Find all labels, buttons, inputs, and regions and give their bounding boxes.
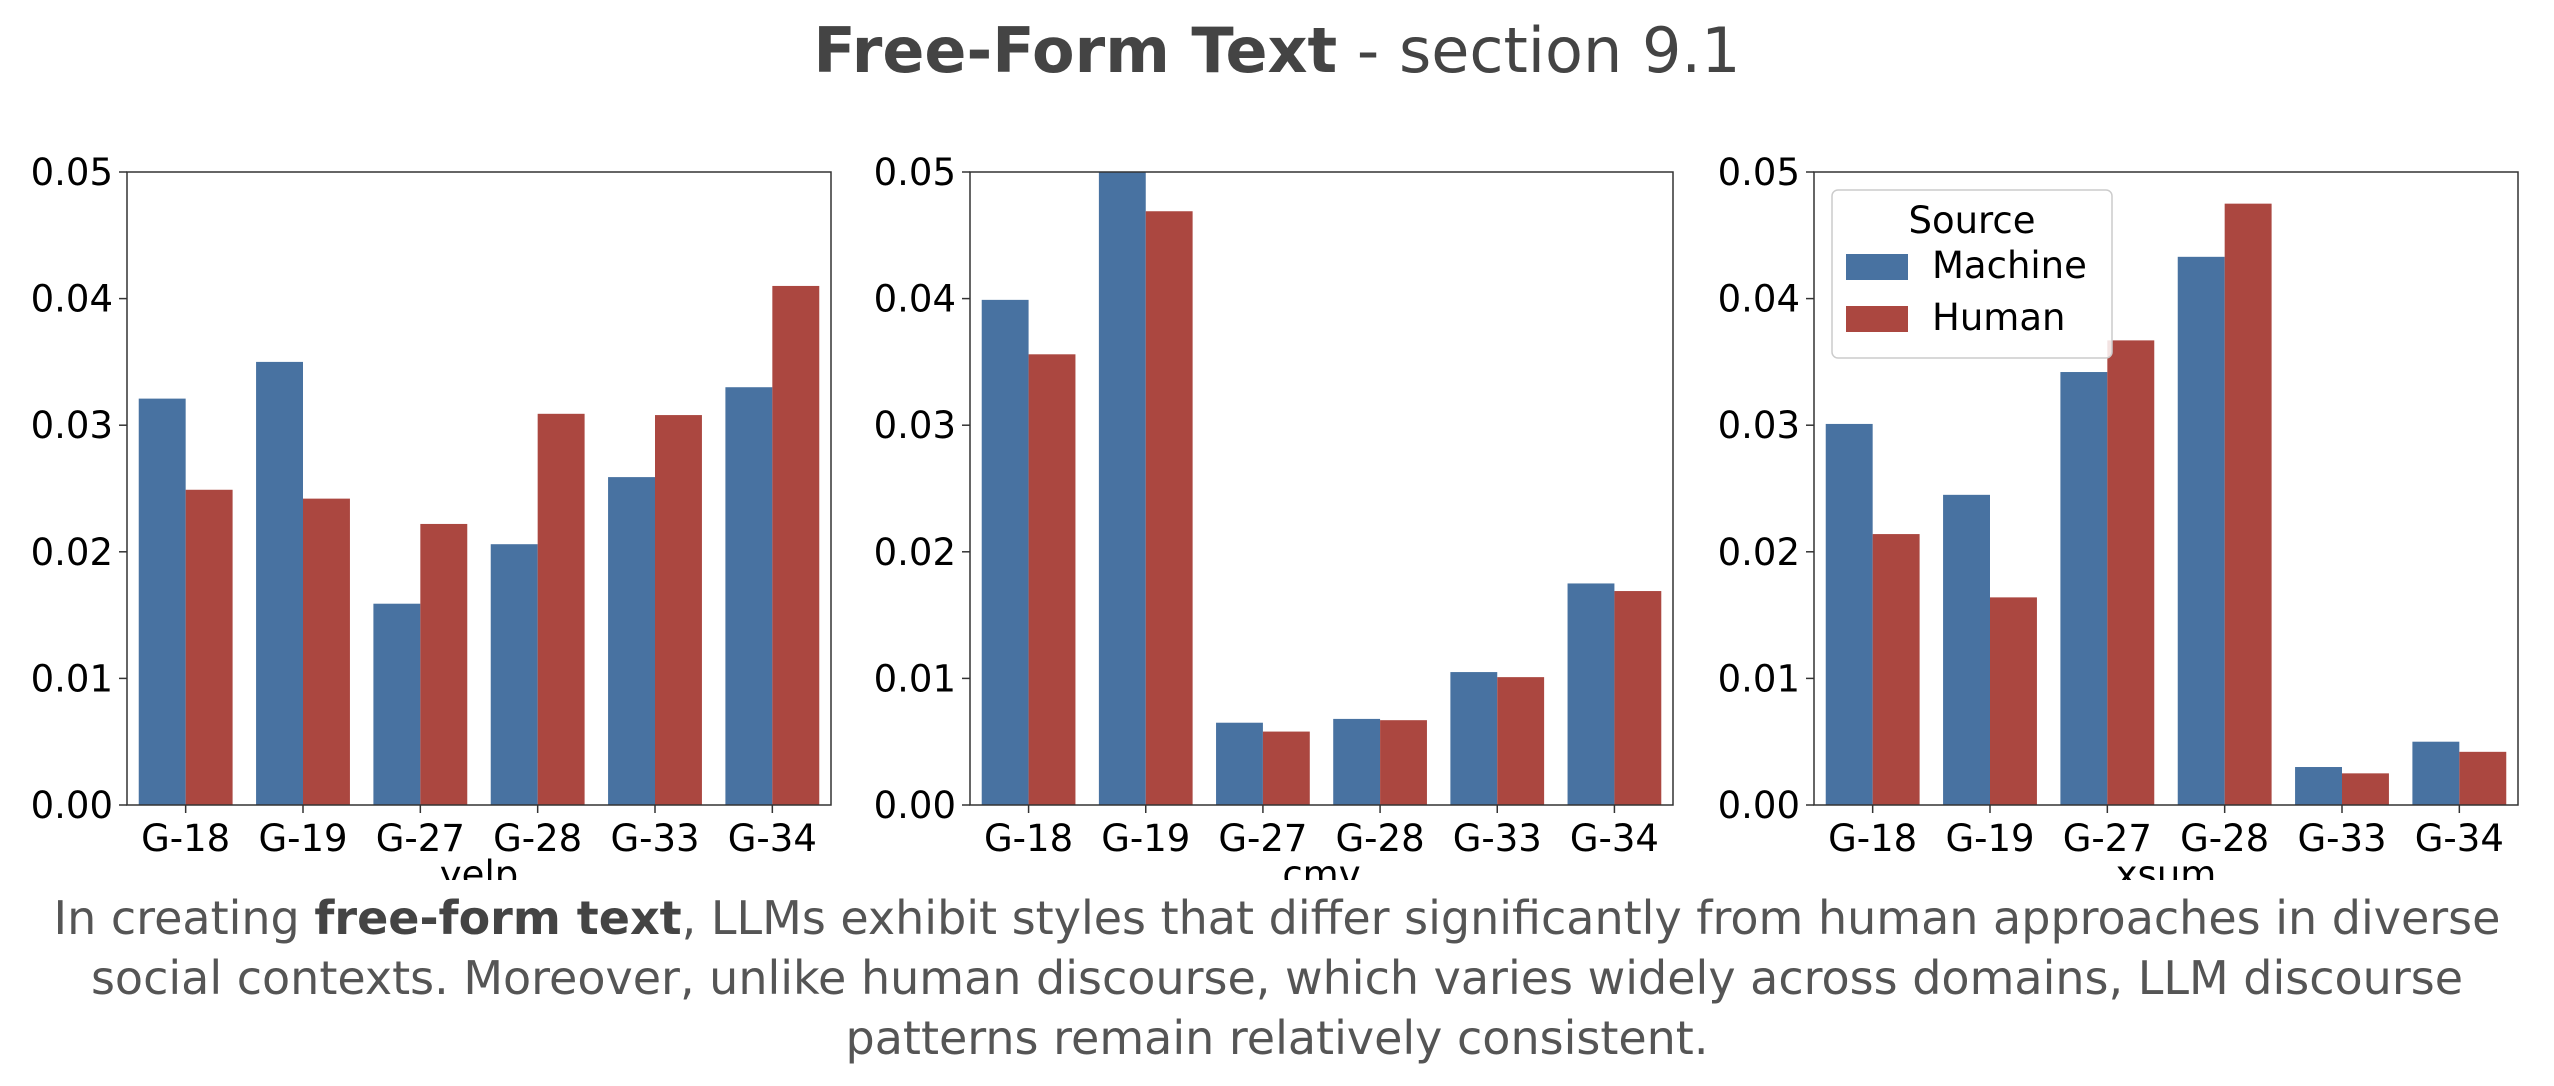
- x-axis-label: yelp: [440, 853, 518, 880]
- bar-machine-g-18: [981, 299, 1029, 805]
- bar-human-g-18: [1028, 354, 1076, 805]
- bar-machine-g-34: [1567, 583, 1615, 805]
- bar-machine-g-27: [373, 603, 421, 805]
- x-tick-label: G-33: [2297, 817, 2386, 860]
- bar-human-g-19: [303, 498, 350, 805]
- x-tick-label: G-27: [1218, 817, 1307, 860]
- y-tick-label: 0.01: [1718, 657, 1800, 700]
- x-tick-label: G-28: [2180, 817, 2269, 860]
- bar-machine-g-33: [2295, 767, 2342, 805]
- bar-machine-g-27: [1216, 722, 1263, 805]
- charts-figure: 0.00 0.01 0.02 0.03 0.04 0.05 G-18 G-19 G-27 G-28…: [31, 151, 2519, 880]
- x-tick-label: G-34: [728, 817, 817, 860]
- y-tick-label: 0.04: [31, 278, 113, 321]
- y-tick-label: 0.02: [874, 531, 956, 574]
- caption-bold: free-form text: [314, 891, 682, 945]
- bar-machine-g-18: [138, 398, 186, 805]
- y-tick-label: 0.01: [874, 657, 956, 700]
- plot-frame: [969, 171, 1674, 806]
- legend-label-machine: Machine: [1932, 244, 2087, 287]
- x-tick-label: G-33: [1453, 817, 1542, 860]
- bar-human-g-34: [2459, 751, 2507, 805]
- legend-label-human: Human: [1932, 296, 2065, 339]
- y-tick-label: 0.05: [874, 151, 956, 194]
- x-axis-label: cmv: [1282, 853, 1360, 880]
- bar-human-g-33: [1497, 677, 1545, 805]
- bar-human-g-28: [2224, 203, 2272, 805]
- x-axis-label: xsum: [2116, 853, 2217, 880]
- bar-machine-g-19: [1943, 494, 1990, 805]
- bar-human-g-27: [420, 523, 468, 805]
- x-tick-label: G-19: [258, 817, 347, 860]
- y-tick-label: 0.02: [1718, 531, 1800, 574]
- x-tick-label: G-27: [376, 817, 465, 860]
- x-tick-label: G-19: [1101, 817, 1190, 860]
- y-tick-label: 0.03: [1718, 404, 1800, 447]
- y-tick-label: 0.04: [1718, 278, 1800, 321]
- figure-caption: In creating free-form text, LLMs exhibit…: [20, 888, 2534, 1068]
- legend-title: Source: [1908, 199, 2035, 242]
- y-tick-label: 0.05: [1718, 151, 1800, 194]
- bar-human-g-28: [537, 413, 585, 805]
- bar-machine-g-33: [1450, 672, 1498, 805]
- x-tick-label: G-18: [141, 817, 230, 860]
- chart-panel-yelp: 0.00 0.01 0.02 0.03 0.04 0.05 G-18 G-19 G-27 G-28…: [31, 151, 832, 880]
- y-tick-label: 0.03: [874, 404, 956, 447]
- bar-human-g-19: [1990, 597, 2037, 805]
- x-tick-label: G-33: [610, 817, 699, 860]
- bar-machine-g-28: [1333, 718, 1381, 805]
- x-tick-label: G-18: [1828, 817, 1917, 860]
- x-tick-label: G-34: [2415, 817, 2504, 860]
- legend-swatch-machine: [1846, 254, 1908, 280]
- bar-machine-g-28: [490, 544, 538, 805]
- plot-frame: [126, 171, 832, 806]
- y-tick-label: 0.05: [31, 151, 113, 194]
- bar-human-g-34: [772, 285, 820, 805]
- bar-human-g-33: [2342, 773, 2389, 805]
- bar-machine-g-19: [256, 361, 303, 805]
- bar-human-g-19: [1145, 211, 1193, 806]
- title-rest: - section 9.1: [1337, 14, 1741, 87]
- bar-machine-g-27: [2060, 372, 2108, 805]
- y-tick-label: 0.01: [31, 657, 113, 700]
- caption-part2: , LLMs exhibit styles that differ signif…: [90, 891, 2501, 1065]
- bar-machine-g-18: [1825, 423, 1873, 805]
- x-tick-label: G-18: [984, 817, 1073, 860]
- x-tick-label: G-28: [493, 817, 582, 860]
- x-tick-label: G-27: [2063, 817, 2152, 860]
- bar-machine-g-34: [725, 387, 773, 805]
- page-title: Free-Form Text - section 9.1: [0, 14, 2554, 87]
- bar-human-g-28: [1380, 720, 1427, 805]
- bar-human-g-27: [1262, 731, 1310, 805]
- bar-human-g-18: [185, 489, 233, 805]
- legend-swatch-human: [1846, 306, 1908, 332]
- caption-part1: In creating: [53, 891, 315, 945]
- bar-machine-g-33: [608, 477, 655, 805]
- y-tick-label: 0.00: [31, 784, 113, 827]
- bar-machine-g-19: [1098, 172, 1146, 805]
- y-tick-label: 0.00: [874, 784, 956, 827]
- bar-machine-g-34: [2412, 741, 2460, 805]
- x-tick-label: G-19: [1945, 817, 2034, 860]
- bar-human-g-27: [2107, 340, 2155, 805]
- title-bold: Free-Form Text: [813, 14, 1338, 87]
- y-tick-label: 0.00: [1718, 784, 1800, 827]
- y-tick-label: 0.02: [31, 531, 113, 574]
- chart-panel-xsum: 0.00 0.01 0.02 0.03 0.04 0.05 G-18 G-19 G-27 G-28…: [1718, 151, 2519, 880]
- bar-human-g-34: [1614, 591, 1662, 805]
- plot-frame: [1813, 171, 2519, 806]
- bar-machine-g-28: [2177, 256, 2225, 805]
- y-tick-label: 0.04: [874, 278, 956, 321]
- bar-human-g-18: [1872, 534, 1920, 805]
- bar-human-g-33: [655, 415, 702, 805]
- y-tick-label: 0.03: [31, 404, 113, 447]
- x-tick-label: G-34: [1570, 817, 1659, 860]
- x-tick-label: G-28: [1336, 817, 1425, 860]
- chart-panel-cmv: 0.00 0.01 0.02 0.03 0.04 0.05 G-18 G-19 G-27 G-28…: [874, 151, 1674, 880]
